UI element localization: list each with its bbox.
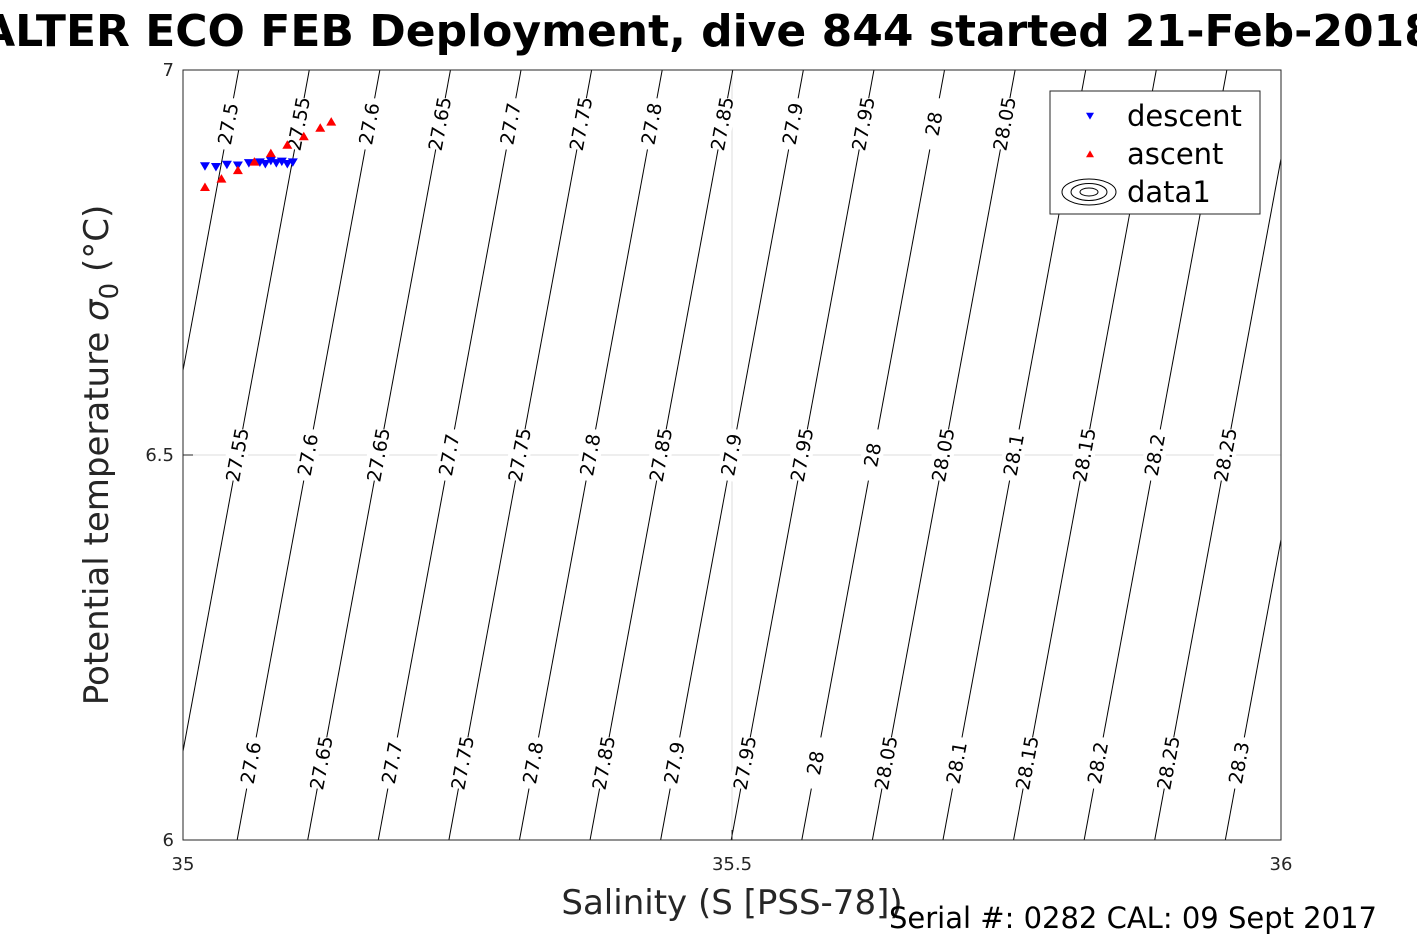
- isopycnal-label-bg: [776, 96, 808, 152]
- descent-point: [199, 162, 210, 171]
- descent-point: [221, 160, 232, 170]
- legend: descent ascent data1: [1049, 90, 1261, 215]
- isopycnal-label-bg: [423, 96, 456, 152]
- descent-point: [271, 159, 282, 168]
- isopycnal-label-bg: [574, 427, 606, 483]
- legend-descent-label: descent: [1127, 99, 1242, 133]
- isopycnal-label-bg: [433, 427, 465, 483]
- legend-ascent-marker: [1086, 150, 1094, 158]
- ascent-point: [315, 123, 326, 132]
- isopycnal-label-bg: [917, 96, 950, 152]
- sigma-symbol: σ: [77, 298, 117, 321]
- legend-data1-label: data1: [1127, 175, 1211, 209]
- isopycnal-label-bg: [728, 735, 761, 791]
- isopycnal-label-bg: [291, 427, 324, 483]
- isopycnal-label-bg: [927, 427, 959, 483]
- sigma-subscript: 0: [95, 283, 125, 300]
- x-tick-label: 35: [172, 854, 195, 875]
- isopycnal-label: 28: [803, 749, 829, 777]
- isopycnal-label-bg: [565, 96, 597, 152]
- isopycnal-label-bg: [494, 96, 526, 152]
- isopycnal-label-bg: [635, 96, 667, 152]
- legend-descent-marker: [1086, 112, 1094, 120]
- chart-title: ALTER ECO FEB Deployment, dive 844 start…: [0, 6, 1417, 57]
- axes: 35 35.5 36 6 6.5 7: [145, 60, 1292, 875]
- y-tick-label: 6: [163, 830, 174, 851]
- legend-box: [1049, 90, 1261, 215]
- isopycnal-label-bg: [1223, 735, 1255, 791]
- isopycnal-label-bg: [503, 427, 535, 483]
- isopycnal-label-bg: [305, 735, 337, 791]
- ascent-point: [199, 182, 210, 192]
- ascent-point: [216, 174, 227, 183]
- isopycnal-label-bg: [988, 96, 1020, 152]
- isopycnal-label-bg: [1081, 735, 1113, 791]
- isopycnal-line: [1154, 158, 1282, 841]
- y-tick-label: 7: [163, 60, 174, 81]
- y-tick-label: 6.5: [145, 445, 174, 466]
- isopycnal-label-bg: [1152, 735, 1184, 791]
- isopycnal-line: [1224, 539, 1282, 841]
- isopycnal-label-bg: [1011, 735, 1043, 791]
- isopycnal-label-bg: [715, 427, 747, 483]
- descent-point: [243, 159, 254, 168]
- ascent-point: [265, 148, 276, 158]
- legend-contour-icon: [1079, 187, 1099, 197]
- isopycnal-label-bg: [997, 427, 1029, 483]
- isopycnal-label-bg: [234, 735, 266, 791]
- isopycnal-label-bg: [870, 735, 902, 791]
- isopycnal-label-bg: [1209, 427, 1241, 483]
- legend-ascent-label: ascent: [1127, 137, 1223, 171]
- isopycnal-line: [182, 69, 310, 752]
- isopycnal-label-bg: [856, 427, 888, 483]
- isopycnal-label-bg: [212, 96, 244, 152]
- x-tick-label: 35.5: [712, 854, 752, 875]
- isopycnal-label: 28: [860, 441, 886, 469]
- isopycnal-label-bg: [517, 735, 549, 791]
- isopycnal-label-bg: [376, 735, 408, 791]
- descent-point: [276, 157, 287, 167]
- ascent-point: [282, 140, 293, 149]
- ascent-point: [232, 165, 243, 175]
- legend-contour-icon: [1070, 183, 1108, 201]
- descent-point: [287, 158, 298, 167]
- descent-point: [260, 159, 271, 169]
- x-axis-label: Salinity (S [PSS-78]): [561, 883, 902, 923]
- isopycnal-label-bg: [644, 427, 676, 483]
- isopycnal-label-bg: [446, 735, 478, 791]
- ascent-point: [298, 131, 309, 141]
- data-series: [199, 117, 337, 192]
- ascent-point: [326, 117, 337, 126]
- isopycnal-label-bg: [786, 427, 818, 483]
- isopycnal-label-bg: [221, 427, 253, 483]
- descent-point: [282, 159, 293, 169]
- isopycnal-label-bg: [587, 735, 619, 791]
- serial-cal-text: Serial #: 0282 CAL: 09 Sept 2017: [889, 901, 1377, 935]
- isopycnal-label-bg: [1138, 427, 1171, 483]
- y-axis-label: Potential temperature σ0 (°C): [77, 205, 125, 705]
- isopycnal-label: 28: [922, 110, 948, 138]
- isopycnal-label-bg: [1068, 427, 1100, 483]
- legend-contour-icon: [1061, 178, 1117, 206]
- isopycnal-label-bg: [847, 96, 879, 152]
- isopycnal-label-bg: [799, 735, 831, 791]
- isopycnal-label-bg: [706, 96, 738, 152]
- isopycnal-label-bg: [658, 735, 690, 791]
- isopycnal-label-bg: [940, 735, 972, 791]
- isopycnal-label-bg: [353, 96, 385, 152]
- isopycnal-label-bg: [362, 427, 394, 483]
- descent-point: [265, 156, 276, 166]
- ascent-point: [249, 157, 260, 166]
- x-tick-label: 36: [1270, 854, 1293, 875]
- descent-point: [210, 163, 221, 172]
